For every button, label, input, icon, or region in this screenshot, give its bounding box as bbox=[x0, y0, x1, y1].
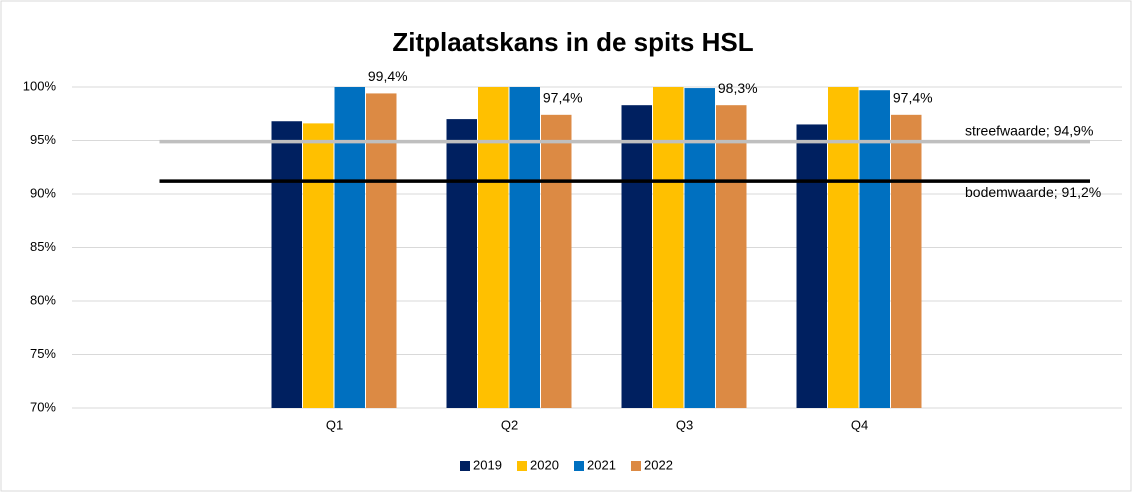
bar bbox=[859, 90, 890, 409]
y-tick-label: 100% bbox=[23, 78, 57, 93]
bar bbox=[621, 105, 652, 408]
bar bbox=[653, 87, 684, 408]
x-tick-label: Q3 bbox=[676, 417, 693, 432]
data-label: 99,4% bbox=[368, 68, 408, 84]
bar bbox=[303, 123, 334, 408]
legend-swatch bbox=[517, 461, 527, 471]
reference-label: streefwaarde; 94,9% bbox=[965, 122, 1093, 138]
x-tick-label: Q2 bbox=[501, 417, 518, 432]
bar bbox=[828, 87, 859, 408]
bar bbox=[271, 121, 302, 409]
data-label: 97,4% bbox=[543, 90, 583, 106]
legend-label: 2021 bbox=[587, 457, 616, 472]
y-tick-label: 70% bbox=[30, 399, 56, 414]
legend-label: 2019 bbox=[473, 457, 502, 472]
bar bbox=[684, 88, 715, 408]
y-tick-label: 75% bbox=[30, 346, 56, 361]
reference-label: bodemwaarde; 91,2% bbox=[965, 184, 1101, 200]
bar bbox=[716, 105, 747, 408]
bar bbox=[891, 114, 922, 408]
data-label: 98,3% bbox=[718, 80, 758, 96]
legend-swatch bbox=[631, 461, 641, 471]
x-tick-label: Q4 bbox=[851, 417, 868, 432]
chart-title: Zitplaatskans in de spits HSL bbox=[392, 27, 753, 57]
data-label: 97,4% bbox=[893, 90, 933, 106]
y-tick-label: 95% bbox=[30, 132, 56, 147]
y-tick-label: 80% bbox=[30, 292, 56, 307]
bar bbox=[541, 114, 572, 408]
bar bbox=[509, 87, 540, 408]
legend-label: 2022 bbox=[644, 457, 673, 472]
y-tick-label: 90% bbox=[30, 185, 56, 200]
bar bbox=[796, 124, 827, 408]
bar bbox=[334, 87, 365, 408]
legend-swatch bbox=[460, 461, 470, 471]
bar bbox=[446, 119, 477, 408]
x-tick-label: Q1 bbox=[326, 417, 343, 432]
legend-label: 2020 bbox=[530, 457, 559, 472]
bar bbox=[478, 87, 509, 408]
legend-swatch bbox=[574, 461, 584, 471]
y-tick-label: 85% bbox=[30, 239, 56, 254]
bar bbox=[366, 93, 397, 409]
